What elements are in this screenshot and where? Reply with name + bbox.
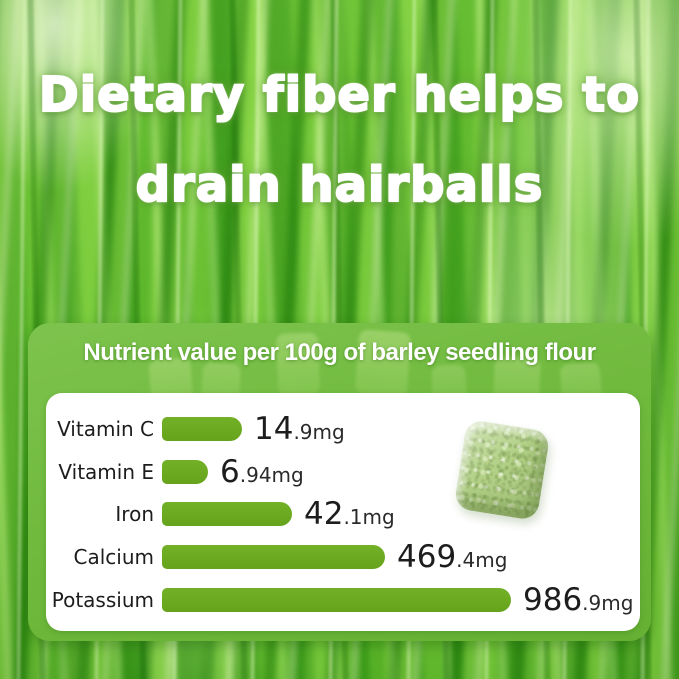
bar-value-fraction-unit: .9mg xyxy=(582,590,634,615)
bar-row: Potassium 986.9mg xyxy=(46,582,634,618)
bar-value: 469.4mg xyxy=(397,539,507,575)
bar-value-fraction-unit: .1mg xyxy=(343,505,395,530)
bar-row: Vitamin C 14.9mg xyxy=(46,411,345,447)
bar-value-integer: 6 xyxy=(220,453,240,490)
bar-value: 42.1mg xyxy=(304,496,395,532)
bar-value-fraction-unit: .9mg xyxy=(293,420,345,444)
value-bar xyxy=(162,502,292,527)
bar-value-fraction-unit: .94mg xyxy=(239,462,304,487)
nutrient-chart: Vitamin C 14.9mg Vitamin E 6.94mg Iron 42.1mg… xyxy=(46,393,640,631)
bar-value: 14.9mg xyxy=(254,411,345,447)
bar-value: 986.9mg xyxy=(523,582,633,618)
bar-row: Iron 42.1mg xyxy=(46,496,394,532)
value-bar xyxy=(162,587,511,612)
bar-label: Potassium xyxy=(51,587,154,612)
bar-value-integer: 14 xyxy=(254,411,294,447)
value-bar xyxy=(162,544,385,569)
bar-value-fraction-unit: .4mg xyxy=(456,547,508,572)
value-bar xyxy=(162,417,242,441)
bar-row: Vitamin E 6.94mg xyxy=(46,454,303,490)
bar-value-integer: 42 xyxy=(304,496,344,533)
page-title-line1: Dietary fiber helps to xyxy=(38,66,641,124)
chart-title: Nutrient value per 100g of barley seedli… xyxy=(83,339,596,366)
nutrient-card: Nutrient value per 100g of barley seedli… xyxy=(28,323,651,641)
bar-label: Vitamin E xyxy=(58,459,154,484)
bar-label: Calcium xyxy=(73,544,155,569)
bar-value: 6.94mg xyxy=(220,454,304,490)
bar-value-integer: 986 xyxy=(523,581,583,618)
value-bar xyxy=(162,459,208,484)
treat-cube-highlight xyxy=(453,418,551,522)
bar-label: Vitamin C xyxy=(57,417,154,441)
page-title: Dietary fiber helps to drain hairballs xyxy=(0,50,679,230)
treat-cube-image xyxy=(453,418,551,522)
bar-row: Calcium 469.4mg xyxy=(46,539,508,575)
page-title-line2: drain hairballs xyxy=(135,156,544,214)
bar-label: Iron xyxy=(115,502,154,527)
bar-value-integer: 469 xyxy=(397,538,457,575)
